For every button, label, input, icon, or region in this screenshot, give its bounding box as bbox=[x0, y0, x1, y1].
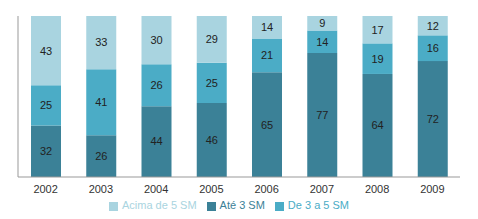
svg-text:44: 44 bbox=[150, 135, 162, 147]
svg-text:26: 26 bbox=[150, 79, 162, 91]
svg-text:2008: 2008 bbox=[365, 183, 389, 195]
svg-text:65: 65 bbox=[261, 119, 273, 131]
svg-text:64: 64 bbox=[371, 119, 383, 131]
svg-text:12: 12 bbox=[427, 20, 439, 32]
svg-text:19: 19 bbox=[371, 53, 383, 65]
svg-text:77: 77 bbox=[316, 109, 328, 121]
svg-text:30: 30 bbox=[150, 34, 162, 46]
svg-text:32: 32 bbox=[40, 145, 52, 157]
svg-text:25: 25 bbox=[206, 77, 218, 89]
svg-text:72: 72 bbox=[427, 113, 439, 125]
svg-text:2007: 2007 bbox=[310, 183, 334, 195]
svg-text:14: 14 bbox=[316, 36, 328, 48]
svg-text:21: 21 bbox=[261, 49, 273, 61]
svg-text:29: 29 bbox=[206, 33, 218, 45]
svg-text:26: 26 bbox=[95, 150, 107, 162]
svg-text:9: 9 bbox=[319, 17, 325, 29]
svg-text:2003: 2003 bbox=[89, 183, 113, 195]
svg-text:2005: 2005 bbox=[199, 183, 223, 195]
svg-text:2002: 2002 bbox=[33, 183, 57, 195]
svg-text:2009: 2009 bbox=[420, 183, 444, 195]
svg-text:43: 43 bbox=[40, 45, 52, 57]
svg-text:46: 46 bbox=[206, 134, 218, 146]
svg-text:41: 41 bbox=[95, 96, 107, 108]
html-text:Até 3 SM: Até 3 SM bbox=[219, 199, 265, 211]
svg-text:33: 33 bbox=[95, 36, 107, 48]
svg-text:14: 14 bbox=[261, 21, 273, 33]
svg-text:2006: 2006 bbox=[254, 183, 278, 195]
html-text:Acima de 5 SM: Acima de 5 SM bbox=[122, 199, 197, 211]
html-text:De 3 a 5 SM: De 3 a 5 SM bbox=[287, 199, 349, 211]
svg-text:2004: 2004 bbox=[144, 183, 168, 195]
svg-text:16: 16 bbox=[427, 42, 439, 54]
svg-text:25: 25 bbox=[40, 99, 52, 111]
svg-text:17: 17 bbox=[371, 24, 383, 36]
